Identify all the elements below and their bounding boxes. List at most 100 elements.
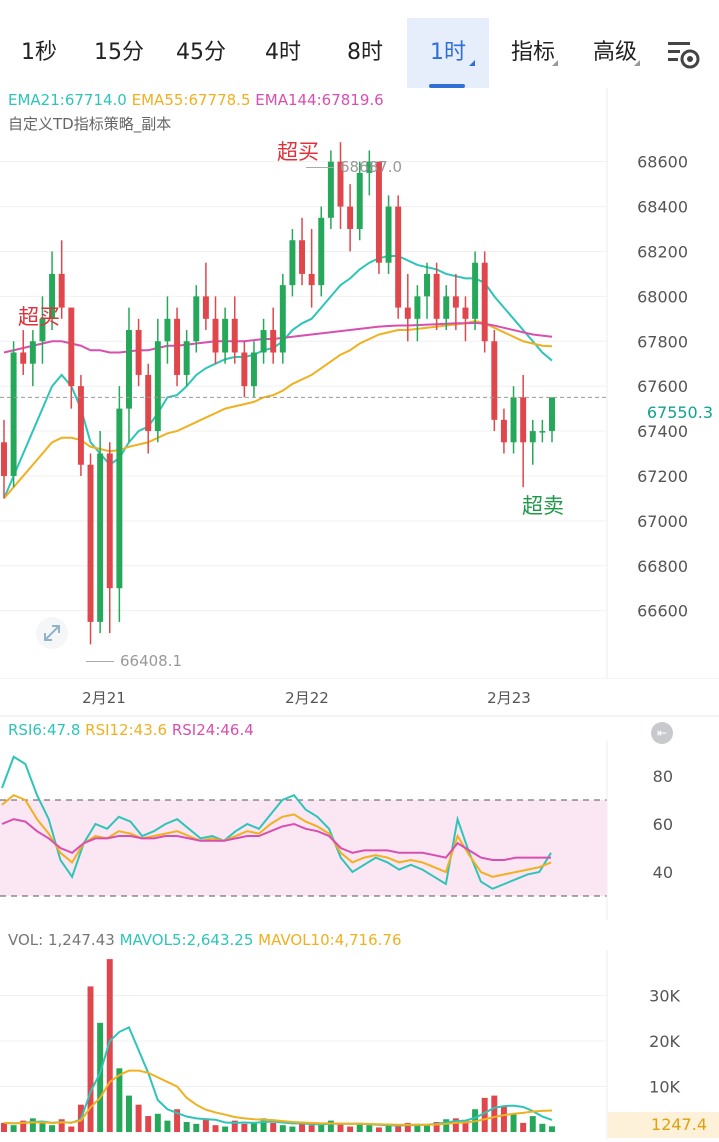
candle: [395, 195, 402, 319]
candle: [549, 397, 555, 443]
candle-body: [126, 330, 132, 409]
volume-legend: VOL: 1,247.43 MAVOL5:2,643.25 MAVOL10:4,…: [8, 931, 402, 949]
candle: [250, 341, 257, 398]
volume-chart[interactable]: 30K 20K 10K: [0, 950, 719, 1140]
candle: [174, 307, 181, 387]
volume-bar: [404, 1122, 411, 1132]
mavol5-value: MAVOL5:2,643.25: [119, 931, 254, 949]
candle: [231, 296, 238, 364]
volume-bar: [424, 1125, 430, 1132]
volume-tick-label: 10K: [649, 1078, 680, 1097]
tab-advanced[interactable]: 高级: [576, 18, 654, 88]
candle-body: [116, 408, 123, 589]
volume-bar: [549, 1126, 555, 1132]
candle-body: [347, 206, 354, 230]
volume-bar: [20, 1120, 27, 1132]
candle-body: [366, 161, 373, 173]
tab-label: 指标: [510, 40, 555, 65]
volume-bar: [356, 1122, 363, 1132]
volume-bar: [164, 1120, 171, 1132]
candle: [106, 442, 113, 634]
candle-body: [193, 296, 200, 342]
tab-45m[interactable]: 45分: [160, 18, 242, 88]
candle: [68, 307, 75, 409]
tab-4h[interactable]: 4时: [242, 18, 324, 88]
volume-bar: [299, 1122, 306, 1132]
volume-bar: [241, 1123, 248, 1132]
tab-1s[interactable]: 1秒: [0, 18, 78, 88]
candle: [500, 408, 507, 454]
candle-body: [29, 341, 36, 364]
mavol5-line: [3, 1025, 553, 1127]
candle-body: [452, 296, 459, 308]
candle: [462, 296, 469, 342]
candle: [10, 341, 17, 488]
candle: [126, 307, 132, 443]
price-tick-label: 67800: [637, 332, 688, 351]
candle-body: [356, 172, 363, 230]
candle: [385, 195, 392, 274]
volume-bar: [222, 1126, 229, 1132]
dropdown-triangle-icon: [552, 60, 558, 66]
volume-bar: [106, 959, 113, 1132]
candle: [289, 229, 296, 297]
volume-bar: [279, 1125, 286, 1132]
ema21-value: EMA21:67714.0: [8, 91, 127, 109]
candle: [318, 206, 325, 297]
collapse-panel-icon[interactable]: ⇤: [651, 722, 673, 744]
volume-bar: [97, 1022, 104, 1132]
candle: [481, 251, 488, 353]
volume-bar: [385, 1125, 392, 1132]
candle: [116, 386, 123, 622]
candle: [145, 363, 152, 454]
candle: [260, 318, 267, 364]
chart-settings-icon[interactable]: [666, 37, 702, 71]
volume-bar: [270, 1122, 277, 1132]
tab-indicators[interactable]: 指标: [494, 18, 572, 88]
rsi-band: [0, 800, 607, 896]
tab-8h[interactable]: 8时: [324, 18, 406, 88]
price-tick-label: 67400: [637, 422, 688, 441]
candle: [241, 341, 248, 398]
volume-bar: [87, 986, 94, 1132]
candle: [404, 273, 411, 342]
tab-15m[interactable]: 15分: [78, 18, 160, 88]
price-tick-label: 68200: [637, 242, 688, 261]
rsi-chart[interactable]: 80 60 40: [0, 740, 719, 920]
candle: [375, 161, 382, 274]
candle: [164, 296, 171, 364]
candle-body: [39, 318, 46, 342]
volume-bar: [126, 1095, 132, 1132]
candle-body: [58, 273, 65, 308]
candle-body: [1, 442, 7, 476]
candle-body: [212, 318, 219, 353]
volume-bar: [68, 1126, 75, 1132]
expand-icon[interactable]: [36, 617, 68, 649]
overbought-signal: 超买: [277, 140, 319, 164]
candle: [491, 330, 498, 432]
candle: [154, 318, 161, 443]
candle: [347, 184, 354, 252]
date-tick-label: 2月23: [487, 689, 531, 707]
candle: [58, 240, 65, 319]
candle-body: [539, 431, 546, 433]
oversold-signal: 超卖: [522, 494, 564, 518]
candle-body: [135, 330, 142, 375]
candle-body: [10, 352, 17, 476]
volume-bar: [49, 1125, 56, 1132]
tab-1h[interactable]: 1时: [407, 18, 489, 88]
volume-bar: [414, 1123, 421, 1132]
volume-bar: [1, 1122, 7, 1132]
candle: [433, 262, 440, 331]
volume-bar: [337, 1124, 344, 1132]
candlestick-chart[interactable]: 68600 68400 68200 68000 67800 67600 67400 67200…: [0, 88, 719, 678]
candle-body: [145, 374, 152, 432]
mavol10-line: [3, 1069, 553, 1126]
candle: [520, 374, 527, 488]
volume-bar: [135, 1104, 142, 1132]
candle: [443, 285, 450, 331]
price-tick-label: 67600: [637, 377, 688, 396]
candle-body: [462, 307, 469, 319]
candle: [97, 431, 104, 634]
candle-body: [375, 161, 382, 263]
